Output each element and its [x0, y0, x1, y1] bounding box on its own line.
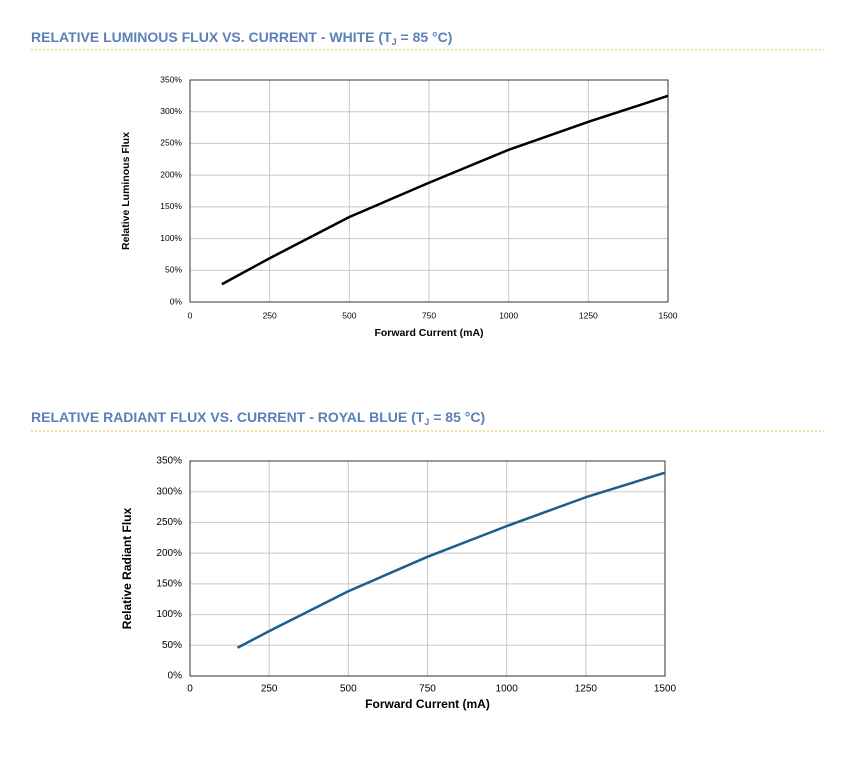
- x-tick-label: 500: [342, 310, 356, 320]
- x-tick-label: 1500: [659, 310, 678, 320]
- plot-frame: [189, 460, 666, 677]
- y-tick-label: 100%: [160, 233, 182, 243]
- y-tick-label: 0%: [168, 671, 183, 682]
- x-axis-label: Forward Current (mA): [365, 697, 490, 711]
- y-tick-label: 250%: [156, 517, 182, 528]
- x-tick-label: 1000: [499, 310, 518, 320]
- plot-frame: [189, 79, 669, 303]
- y-tick-label: 350%: [156, 456, 182, 467]
- y-tick-label: 0%: [170, 296, 183, 306]
- x-tick-label: 250: [263, 310, 277, 320]
- x-tick-label: 1000: [496, 684, 519, 695]
- x-tick-label: 500: [340, 684, 357, 695]
- data-line: [236, 471, 666, 649]
- title-part: = 85 °C): [429, 409, 485, 425]
- x-tick-label: 1250: [579, 310, 598, 320]
- data-line: [221, 94, 669, 286]
- chart-title: RELATIVE LUMINOUS FLUX VS. CURRENT - WHI…: [31, 29, 452, 48]
- x-tick-label: 0: [187, 684, 193, 695]
- y-tick-label: 50%: [162, 640, 182, 651]
- y-tick-label: 200%: [156, 548, 182, 559]
- y-tick-label: 200%: [160, 169, 182, 179]
- y-axis-label: Relative Luminous Flux: [120, 132, 132, 250]
- y-tick-label: 250%: [160, 138, 182, 148]
- x-tick-label: 250: [261, 684, 278, 695]
- y-tick-label: 350%: [160, 74, 182, 84]
- y-tick-label: 50%: [165, 265, 182, 275]
- y-tick-label: 150%: [160, 201, 182, 211]
- title-part: J: [392, 37, 397, 47]
- title-part: RELATIVE RADIANT FLUX VS. CURRENT - ROYA…: [31, 409, 425, 425]
- x-axis-label: Forward Current (mA): [374, 327, 483, 339]
- y-tick-label: 100%: [156, 609, 182, 620]
- chart: RELATIVE LUMINOUS FLUX VS. CURRENT - WHI…: [31, 29, 824, 339]
- y-tick-label: 300%: [160, 106, 182, 116]
- title-part: = 85 °C): [397, 29, 453, 45]
- x-tick-label: 1500: [654, 684, 677, 695]
- x-tick-label: 750: [419, 684, 436, 695]
- y-axis-label: Relative Radiant Flux: [120, 507, 134, 629]
- x-tick-label: 0: [188, 310, 193, 320]
- y-tick-label: 150%: [156, 578, 182, 589]
- y-tick-label: 300%: [156, 486, 182, 497]
- x-tick-label: 750: [422, 310, 436, 320]
- x-tick-label: 1250: [575, 684, 598, 695]
- chart-title: RELATIVE RADIANT FLUX VS. CURRENT - ROYA…: [31, 409, 485, 428]
- chart: RELATIVE RADIANT FLUX VS. CURRENT - ROYA…: [31, 409, 824, 711]
- title-part: RELATIVE LUMINOUS FLUX VS. CURRENT - WHI…: [31, 29, 392, 45]
- title-part: J: [424, 417, 429, 427]
